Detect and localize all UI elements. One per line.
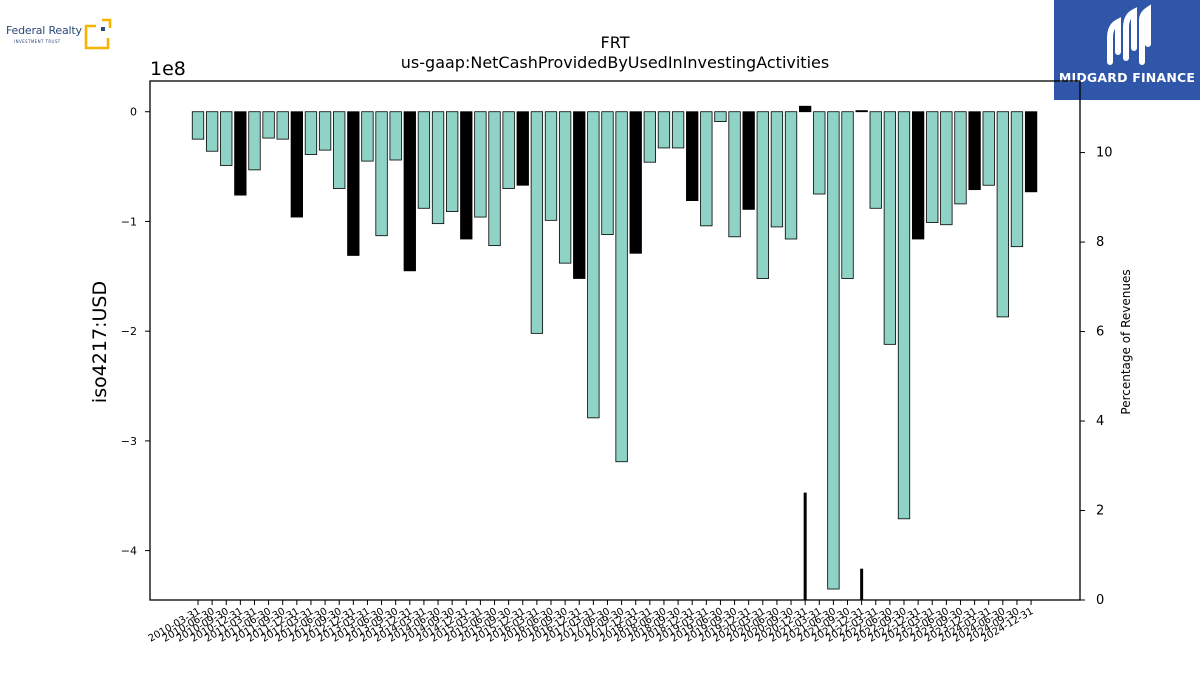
bar xyxy=(799,105,812,113)
bar xyxy=(968,111,981,191)
bar xyxy=(770,111,784,228)
bar xyxy=(403,111,416,272)
bar xyxy=(714,111,727,122)
bar xyxy=(911,111,925,240)
bar xyxy=(671,111,685,149)
bar xyxy=(869,111,882,209)
bar xyxy=(643,111,656,163)
y-axis-ticks: 0 −1 −2 −3 −4 xyxy=(121,106,150,558)
bar xyxy=(544,111,558,221)
y-tick-label: 0 xyxy=(130,106,137,119)
bar xyxy=(813,111,826,195)
bar xyxy=(982,111,995,186)
bar xyxy=(841,111,854,279)
y-tick-label: −2 xyxy=(121,325,137,338)
y2-tick-label: 10 xyxy=(1096,146,1113,161)
logo-subtitle: INVESTMENT TRUST xyxy=(14,39,61,44)
bar xyxy=(361,111,374,162)
bar xyxy=(290,111,303,218)
bar xyxy=(304,111,318,155)
bar xyxy=(220,111,233,166)
bar xyxy=(629,111,642,254)
bar xyxy=(333,111,346,189)
bar xyxy=(276,111,289,140)
bar xyxy=(375,111,388,237)
percentage-bar xyxy=(803,492,807,600)
midgard-finance-logo: MIDGARD FINANCE xyxy=(1054,0,1200,100)
bar xyxy=(926,111,939,223)
bar xyxy=(728,111,741,238)
bar xyxy=(248,111,261,171)
federal-realty-logo: Federal Realty INVESTMENT TRUST xyxy=(4,16,114,52)
bar xyxy=(601,111,614,236)
y2-tick-label: 0 xyxy=(1096,593,1104,608)
y-tick-label: −3 xyxy=(121,435,137,448)
bar xyxy=(954,111,967,205)
bar xyxy=(587,111,600,419)
bar xyxy=(686,111,699,202)
bar xyxy=(742,111,755,210)
bar xyxy=(417,111,431,209)
y2-axis-ticks: 0 2 4 6 8 10 xyxy=(1080,146,1113,608)
y2-tick-label: 2 xyxy=(1096,504,1104,519)
plot-frame xyxy=(149,80,1081,601)
bar xyxy=(234,111,247,196)
bar xyxy=(784,111,798,240)
bar xyxy=(615,111,628,463)
percentage-bar xyxy=(860,568,864,600)
bar xyxy=(431,111,445,225)
bar xyxy=(883,111,897,345)
percentage-bars-group xyxy=(803,492,864,600)
frt-square-icon xyxy=(84,18,112,50)
y-scale-label: 1e8 xyxy=(150,58,186,80)
bar xyxy=(1024,111,1038,193)
bar xyxy=(347,111,360,256)
bar xyxy=(474,111,487,218)
x-axis-ticks: 2010-03-312010-06-302010-09-302010-12-31… xyxy=(147,600,1036,645)
bar xyxy=(940,111,953,226)
bar xyxy=(558,111,572,264)
y-axis-label: iso4217:USD xyxy=(89,281,111,403)
bar xyxy=(389,111,402,161)
chart-subtitle: us-gaap:NetCashProvidedByUsedInInvesting… xyxy=(401,53,829,72)
bar xyxy=(460,111,473,240)
bar xyxy=(1010,111,1024,248)
bar xyxy=(262,111,275,139)
bar xyxy=(897,111,911,520)
chart-title: FRT xyxy=(601,33,630,52)
y-tick-label: −1 xyxy=(121,215,137,228)
bar xyxy=(530,111,544,334)
bar xyxy=(855,110,868,113)
bar xyxy=(446,111,459,212)
midgard-m-icon xyxy=(1107,4,1151,65)
bar xyxy=(700,111,713,227)
bar xyxy=(573,111,586,279)
bar xyxy=(502,111,515,189)
bar xyxy=(205,111,219,152)
bars-group xyxy=(191,105,1038,590)
bar xyxy=(756,111,769,279)
bar xyxy=(191,111,205,140)
bar xyxy=(996,111,1009,318)
y2-tick-label: 4 xyxy=(1096,414,1104,429)
bar xyxy=(318,111,332,151)
bar xyxy=(827,111,840,590)
y-tick-label: −4 xyxy=(121,545,137,558)
midgard-name: MIDGARD FINANCE xyxy=(1058,70,1196,85)
y2-tick-label: 8 xyxy=(1096,235,1104,250)
y2-axis-label: Percentage of Revenues xyxy=(1119,269,1133,414)
bar xyxy=(657,111,671,149)
bar xyxy=(516,111,529,186)
y2-tick-label: 6 xyxy=(1096,325,1104,340)
bar xyxy=(488,111,501,246)
logo-name: Federal Realty xyxy=(6,24,82,37)
